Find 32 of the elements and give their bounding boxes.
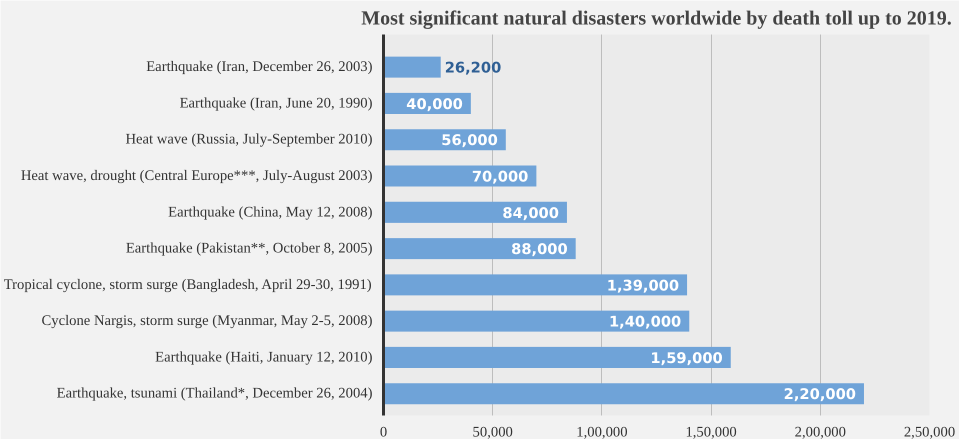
y-tick-label: Earthquake (Pakistan**, October 8, 2005) — [126, 240, 373, 257]
bar — [384, 383, 864, 404]
data-label: 1,59,000 — [650, 350, 723, 367]
x-tick-label: 1,50,000 — [685, 424, 737, 439]
bar — [384, 346, 731, 368]
bar — [384, 56, 441, 78]
x-tick-label: 2,50,000 — [904, 424, 956, 439]
y-tick-label: Earthquake (Iran, December 26, 2003) — [146, 59, 373, 76]
y-tick-label: Tropical cyclone, storm surge (Bangladesh, April 29-30, 1991) — [4, 276, 372, 293]
data-label: 2,20,000 — [784, 386, 856, 404]
x-tick-label: 0 — [380, 424, 388, 439]
data-label: 88,000 — [511, 241, 568, 258]
x-tick-label: 2,00,000 — [794, 424, 846, 439]
x-tick-label: 1,00,000 — [576, 424, 628, 439]
data-label: 26,200 — [444, 60, 502, 77]
chart-title: Most significant natural disasters worldwide by death toll up to 2019. — [361, 8, 952, 30]
y-tick-label: Earthquake (China, May 12, 2008) — [168, 204, 373, 220]
data-label: 70,000 — [472, 168, 528, 186]
data-label: 84,000 — [502, 204, 559, 222]
x-tick-label: 50,000 — [472, 424, 513, 439]
data-label: 40,000 — [406, 96, 463, 113]
y-tick-label: Cyclone Nargis, storm surge (Myanmar, May 2-5, 2008) — [41, 313, 373, 330]
y-tick-label: Heat wave, drought (Central Europe***, July-August 2003) — [20, 168, 373, 184]
y-tick-label: Earthquake (Haiti, January 12, 2010) — [155, 349, 373, 366]
data-label: 1,39,000 — [606, 277, 680, 294]
y-tick-label: Earthquake, tsunami (Thailand*, December 26, 2004) — [56, 386, 373, 402]
y-tick-label: Heat wave (Russia, July-September 2010) — [125, 132, 373, 148]
data-label: 1,40,000 — [608, 314, 682, 331]
data-label: 56,000 — [441, 132, 498, 150]
bar — [384, 274, 688, 296]
y-tick-label: Earthquake (Iran, June 20, 1990) — [180, 95, 373, 112]
bar — [384, 310, 690, 332]
